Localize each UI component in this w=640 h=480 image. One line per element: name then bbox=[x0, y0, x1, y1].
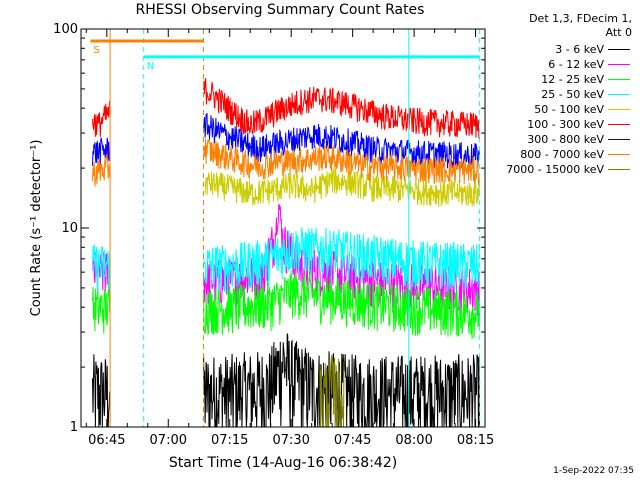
x-tick-label: 08:15 bbox=[457, 433, 494, 448]
x-tick-label: 06:45 bbox=[88, 433, 125, 448]
legend-swatch bbox=[608, 139, 630, 140]
y-tick-label: 10 bbox=[61, 221, 78, 236]
legend-label: 6 - 12 keV bbox=[548, 58, 604, 71]
y-axis-label: Count Rate (s⁻¹ detector⁻¹) bbox=[29, 140, 44, 317]
legend-swatch bbox=[608, 154, 630, 155]
legend-label: 3 - 6 keV bbox=[555, 43, 604, 56]
legend-swatch bbox=[608, 169, 630, 170]
y-tick-label: 1 bbox=[70, 420, 78, 435]
legend-label: 100 - 300 keV bbox=[527, 118, 604, 131]
legend-label: 12 - 25 keV bbox=[541, 73, 604, 86]
legend-label: 300 - 800 keV bbox=[527, 133, 604, 146]
series-line-100-300-kev bbox=[92, 77, 480, 139]
series-line-12-25-kev bbox=[92, 270, 480, 339]
x-tick-label: 07:15 bbox=[211, 433, 248, 448]
legend-swatch bbox=[608, 79, 630, 80]
series-line-3-6-kev bbox=[92, 333, 480, 428]
legend-swatch bbox=[608, 49, 630, 50]
flag-label-n: N bbox=[147, 61, 154, 72]
legend-label: 7000 - 15000 keV bbox=[506, 163, 604, 176]
generated-timestamp: 1-Sep-2022 07:35 bbox=[553, 466, 634, 476]
legend-swatch bbox=[608, 124, 630, 125]
legend-swatch bbox=[608, 94, 630, 95]
legend-entry-100-300-kev: 100 - 300 keV bbox=[470, 117, 632, 132]
legend-header-line-2: Att 0 bbox=[605, 26, 632, 39]
x-tick-label: 07:45 bbox=[334, 433, 371, 448]
legend-label: 800 - 7000 keV bbox=[520, 148, 604, 161]
legend-entry-300-800-kev: 300 - 800 keV bbox=[470, 132, 632, 147]
legend-entry-6-12-kev: 6 - 12 keV bbox=[470, 57, 632, 72]
legend-header-line-1: Det 1,3, FDecim 1, bbox=[529, 12, 632, 25]
legend-swatch bbox=[608, 64, 630, 65]
x-tick-label: 07:30 bbox=[272, 433, 309, 448]
series-line-50-100-kev bbox=[204, 167, 480, 207]
legend-label: 25 - 50 keV bbox=[541, 88, 604, 101]
legend-entries: 3 - 6 keV 6 - 12 keV 12 - 25 keV 25 - 50 ke… bbox=[470, 42, 632, 177]
legend-entry-800-7000-kev: 800 - 7000 keV bbox=[470, 147, 632, 162]
series-layer bbox=[92, 77, 480, 428]
axes-layer: 06:45 07:00 07:15 07:30 07:45 08:00 08:15 1 10 10… bbox=[29, 22, 494, 471]
legend: Det 1,3, FDecim 1, Att 0 3 - 6 keV 6 - 12… bbox=[470, 12, 632, 177]
x-axis-label: Start Time (14-Aug-16 06:38:42) bbox=[169, 455, 397, 471]
legend-entry-7000-15000-kev: 7000 - 15000 keV bbox=[470, 162, 632, 177]
legend-swatch bbox=[608, 109, 630, 110]
x-tick-label: 07:00 bbox=[150, 433, 187, 448]
y-tick-label: 100 bbox=[53, 22, 78, 37]
chart-title: RHESSI Observing Summary Count Rates bbox=[135, 2, 425, 18]
legend-label: 50 - 100 keV bbox=[534, 103, 604, 116]
x-tick-label: 08:00 bbox=[395, 433, 432, 448]
legend-entry-3-6-kev: 3 - 6 keV bbox=[470, 42, 632, 57]
series-line-800-7000-kev bbox=[92, 138, 480, 187]
legend-entry-12-25-kev: 12 - 25 keV bbox=[470, 72, 632, 87]
legend-entry-50-100-kev: 50 - 100 keV bbox=[470, 102, 632, 117]
legend-entry-25-50-kev: 25 - 50 keV bbox=[470, 87, 632, 102]
series-line-7000-15000-kev bbox=[319, 354, 345, 428]
series-line-300-800-kev bbox=[92, 112, 480, 169]
series-line-25-50-kev bbox=[92, 227, 480, 293]
flag-label-s: S bbox=[93, 45, 99, 56]
